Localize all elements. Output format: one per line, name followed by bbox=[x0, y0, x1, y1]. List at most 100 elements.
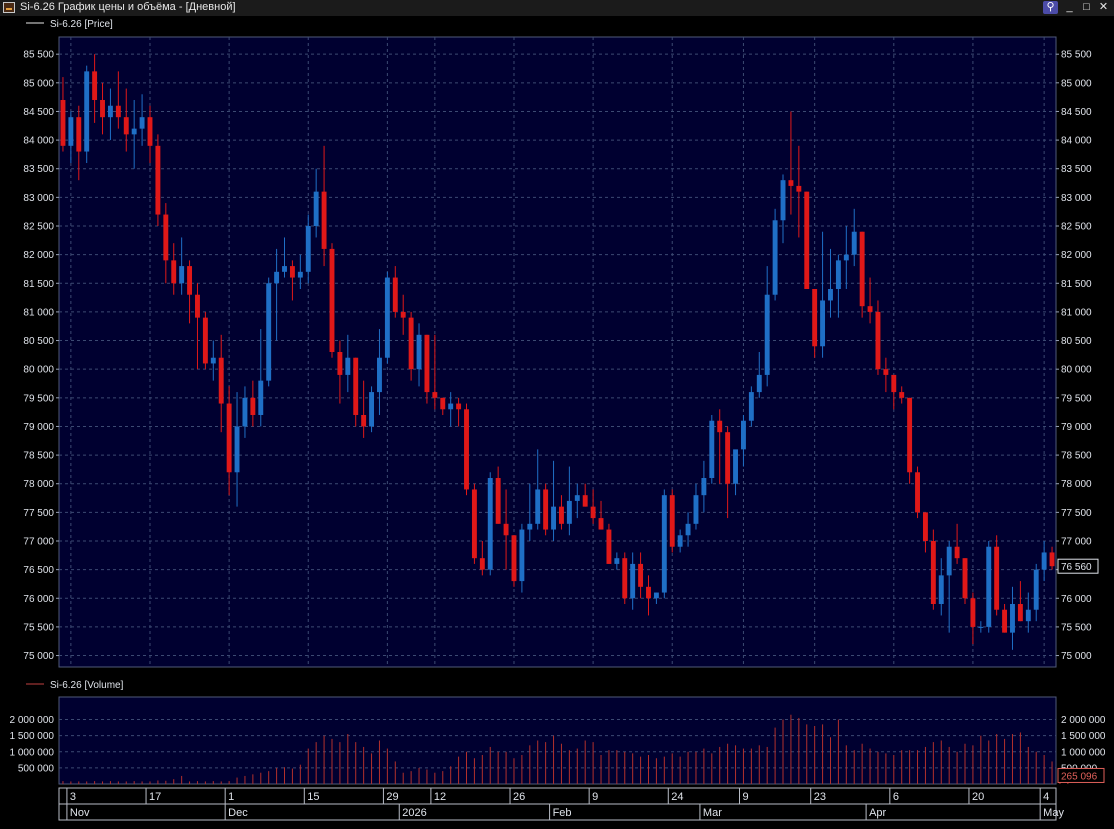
price-tick-label-left: 80 000 bbox=[23, 365, 54, 376]
last-volume-tag bbox=[1057, 767, 1105, 783]
candle-body bbox=[337, 352, 343, 375]
candle-body bbox=[242, 397, 248, 427]
candle-body bbox=[139, 117, 145, 129]
price-tick-label-right: 78 500 bbox=[1061, 451, 1092, 462]
candle-body bbox=[361, 415, 367, 427]
chart-area[interactable]: 75 000 75 000 75 500 75 500 76 000 76 000 76 5… bbox=[0, 16, 1114, 824]
candle-body bbox=[970, 598, 976, 627]
maximize-button[interactable]: □ bbox=[1083, 1, 1090, 13]
chart-app-icon bbox=[3, 2, 15, 13]
chart-canvas[interactable]: 75 000 75 000 75 500 75 500 76 000 76 000 76 5… bbox=[0, 16, 1114, 824]
window-titlebar: Si-6.26 График цены и объёма - [Дневной]… bbox=[0, 0, 1114, 17]
candle-body bbox=[669, 495, 675, 547]
price-tick-label-right: 82 500 bbox=[1061, 222, 1092, 233]
candle-body bbox=[464, 409, 469, 490]
candle-body bbox=[804, 191, 810, 289]
candle-body bbox=[543, 489, 549, 530]
candle-body bbox=[859, 231, 865, 307]
link-icon[interactable]: ⚲ bbox=[1043, 1, 1058, 14]
period-tick-label: Apr bbox=[869, 807, 886, 819]
price-tick-label-left: 83 000 bbox=[23, 193, 54, 204]
candle-body bbox=[171, 260, 177, 284]
candle-body bbox=[84, 71, 90, 152]
period-tick-label: Nov bbox=[70, 807, 90, 819]
price-tick-label-left: 75 500 bbox=[23, 622, 54, 633]
candle-body bbox=[1025, 609, 1031, 622]
candle-body bbox=[788, 180, 794, 186]
price-tick-label-right: 84 500 bbox=[1061, 107, 1092, 118]
candle-body bbox=[535, 489, 541, 524]
candle-body bbox=[725, 432, 731, 484]
candle-body bbox=[416, 334, 422, 370]
price-tick-label-right: 76 000 bbox=[1061, 594, 1092, 605]
candle-body bbox=[147, 117, 153, 146]
day-tick-label: 9 bbox=[592, 791, 598, 803]
candle-body bbox=[796, 185, 802, 192]
candle-body bbox=[835, 260, 841, 289]
candle-body bbox=[559, 506, 564, 524]
minimize-button[interactable]: _ bbox=[1066, 1, 1073, 13]
day-tick-label: 6 bbox=[893, 791, 899, 803]
day-tick-label: 1 bbox=[228, 791, 234, 803]
candle-body bbox=[677, 535, 683, 547]
candle-body bbox=[487, 478, 493, 570]
volume-tick-label-left: 500 000 bbox=[18, 763, 55, 774]
candle-body bbox=[756, 374, 762, 393]
candle-body bbox=[1049, 552, 1055, 567]
candle-body bbox=[195, 294, 200, 318]
candle-body bbox=[812, 289, 818, 347]
candle-body bbox=[60, 100, 66, 146]
day-tick-label: 15 bbox=[307, 791, 319, 803]
day-tick-label: 20 bbox=[972, 791, 984, 803]
period-tick-label: 2026 bbox=[402, 807, 426, 819]
candle-body bbox=[598, 518, 604, 530]
candle-body bbox=[701, 478, 707, 496]
candle-body bbox=[400, 311, 406, 318]
candle-body bbox=[614, 558, 620, 564]
candle-body bbox=[448, 403, 454, 410]
day-tick-label: 24 bbox=[671, 791, 683, 803]
candle-body bbox=[282, 266, 287, 272]
candle-body bbox=[440, 397, 446, 410]
window-title: Si-6.26 График цены и объёма - [Дневной] bbox=[20, 1, 236, 13]
candle-body bbox=[471, 489, 477, 559]
candle-body bbox=[202, 317, 208, 364]
candle-body bbox=[622, 558, 628, 599]
price-tick-label-left: 79 500 bbox=[23, 393, 54, 404]
candle-body bbox=[392, 277, 398, 312]
candle-body bbox=[226, 403, 232, 473]
period-tick-label: Dec bbox=[228, 807, 248, 819]
candle-body bbox=[946, 546, 952, 576]
candle-body bbox=[511, 535, 517, 582]
day-tick-label: 29 bbox=[386, 791, 398, 803]
candle-body bbox=[1033, 569, 1039, 610]
candle-body bbox=[456, 403, 462, 410]
candle-body bbox=[266, 283, 272, 381]
candle-body bbox=[772, 220, 778, 295]
candle-body bbox=[377, 357, 382, 393]
candle-body bbox=[907, 397, 913, 473]
candle-body bbox=[353, 357, 359, 415]
candle-body bbox=[962, 558, 968, 599]
candle-body bbox=[503, 523, 509, 536]
day-tick-label: 4 bbox=[1043, 791, 1049, 803]
price-tick-label-left: 85 500 bbox=[23, 50, 54, 61]
candle-body bbox=[551, 506, 556, 530]
close-button[interactable]: ✕ bbox=[1098, 1, 1109, 13]
price-tick-label-left: 79 000 bbox=[23, 422, 54, 433]
price-tick-label-right: 82 000 bbox=[1061, 250, 1092, 261]
candle-body bbox=[519, 529, 525, 582]
price-tick-label-right: 83 500 bbox=[1061, 164, 1092, 175]
price-tick-label-right: 81 500 bbox=[1061, 279, 1092, 290]
candle-body bbox=[163, 214, 169, 261]
candle-body bbox=[1017, 604, 1023, 622]
candle-body bbox=[709, 420, 715, 478]
candle-body bbox=[630, 563, 636, 599]
candle-body bbox=[76, 117, 82, 152]
candle-body bbox=[606, 529, 612, 564]
candle-body bbox=[661, 495, 667, 593]
price-tick-label-left: 81 000 bbox=[23, 307, 54, 318]
period-tick-label: Mar bbox=[703, 807, 722, 819]
candle-body bbox=[369, 392, 375, 427]
price-tick-label-left: 82 500 bbox=[23, 222, 54, 233]
